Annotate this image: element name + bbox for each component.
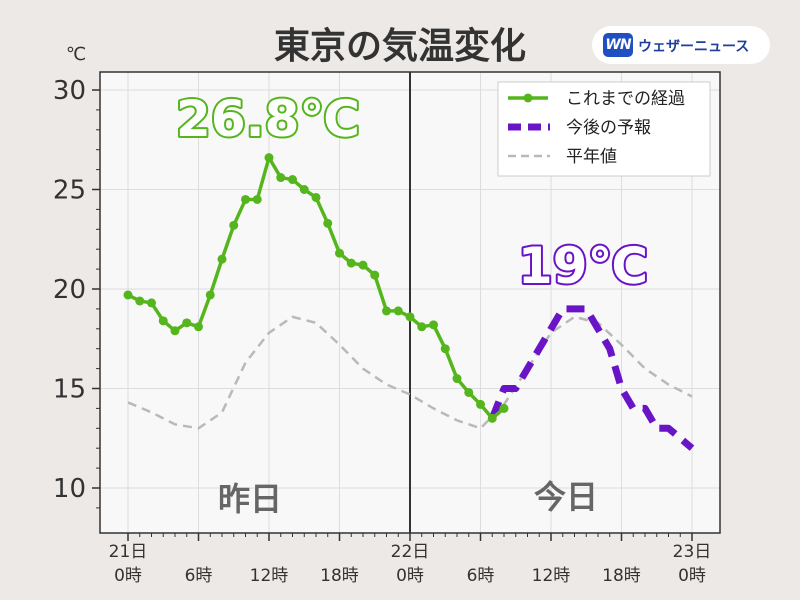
observed-point — [241, 194, 250, 204]
observed-point — [499, 403, 509, 413]
observed-point — [440, 344, 450, 354]
x-tick-label-hour: 18時 — [602, 566, 641, 586]
observed-point — [464, 387, 474, 397]
y-axis-unit: ℃ — [66, 44, 86, 65]
observed-point — [229, 220, 239, 230]
forecast-max-label: 19℃ — [518, 237, 648, 295]
x-tick-label-day: 22日 — [391, 542, 430, 562]
chart-title: 東京の気温変化 — [274, 25, 526, 67]
x-tick-label-day: 23日 — [673, 542, 712, 562]
observed-point — [288, 175, 297, 185]
series-forecast-line — [488, 305, 695, 451]
x-tick-label-hour: 12時 — [532, 566, 571, 586]
observed-point — [393, 306, 403, 316]
y-tick-label: 15 — [53, 375, 86, 405]
y-tick-label: 30 — [53, 76, 86, 106]
yesterday-label: 昨日 — [218, 480, 282, 518]
observed-point — [205, 290, 215, 300]
x-tick-label-hour: 0時 — [114, 566, 142, 586]
observed-point — [476, 399, 485, 409]
weathernews-logo: WN ウェザーニュース — [592, 26, 770, 64]
legend-label-normal: 平年値 — [566, 147, 617, 167]
today-label: 今日 — [534, 478, 598, 516]
logo-mark: WN — [603, 33, 633, 57]
x-tick-label-hour: 0時 — [396, 566, 424, 586]
y-tick-label: 10 — [53, 474, 86, 504]
legend-observed-marker — [523, 93, 533, 103]
observed-point — [452, 374, 462, 384]
x-tick-label-hour: 6時 — [185, 566, 213, 586]
observed-point — [382, 306, 391, 316]
observed-point — [370, 270, 380, 280]
observed-point — [487, 413, 497, 423]
observed-point — [346, 258, 356, 268]
y-tick-label: 20 — [53, 275, 86, 305]
x-tick-label-hour: 12時 — [250, 566, 289, 586]
observed-point — [182, 318, 192, 328]
observed-point — [299, 185, 309, 194]
observed-point — [323, 218, 333, 228]
y-tick-label: 25 — [53, 176, 86, 206]
observed-point — [358, 260, 368, 270]
observed-point — [158, 316, 168, 326]
legend-label-observed: これまでの経過 — [566, 89, 685, 109]
logo-text: ウェザーニュース — [638, 39, 750, 55]
observed-point — [252, 194, 262, 204]
x-tick-label-hour: 0時 — [678, 566, 706, 586]
observed-point — [417, 322, 427, 332]
observed-point — [264, 153, 274, 163]
observed-point — [170, 326, 180, 336]
x-tick-label-day: 21日 — [109, 542, 148, 562]
x-tick-label-hour: 6時 — [467, 566, 495, 586]
observed-point — [147, 298, 156, 308]
x-tick-label-hour: 18時 — [320, 566, 359, 586]
observed-point — [335, 248, 344, 258]
observed-point — [217, 254, 227, 264]
max-temperature-label: 26.8℃ — [176, 90, 360, 148]
legend-label-forecast: 今後の予報 — [566, 118, 651, 138]
observed-point — [429, 320, 438, 330]
observed-point — [194, 322, 203, 332]
observed-point — [405, 312, 415, 322]
observed-point — [123, 290, 133, 300]
observed-point — [135, 296, 145, 306]
observed-point — [276, 173, 286, 183]
observed-point — [311, 192, 321, 202]
